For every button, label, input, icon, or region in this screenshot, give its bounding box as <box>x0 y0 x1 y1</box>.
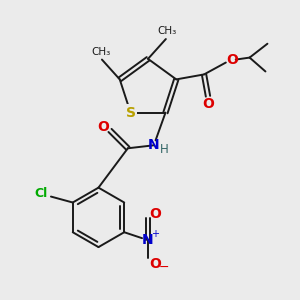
Text: N: N <box>142 233 154 247</box>
Text: Cl: Cl <box>34 187 48 200</box>
Text: CH₃: CH₃ <box>157 26 176 36</box>
Text: O: O <box>97 121 109 134</box>
Text: H: H <box>160 143 169 156</box>
Text: +: + <box>151 229 159 239</box>
Text: −: − <box>159 261 169 274</box>
Text: O: O <box>202 97 214 111</box>
Text: O: O <box>149 257 161 271</box>
Text: O: O <box>226 52 238 67</box>
Text: O: O <box>149 207 161 221</box>
Text: S: S <box>125 106 136 120</box>
Text: N: N <box>148 138 159 152</box>
Text: CH₃: CH₃ <box>91 46 111 57</box>
